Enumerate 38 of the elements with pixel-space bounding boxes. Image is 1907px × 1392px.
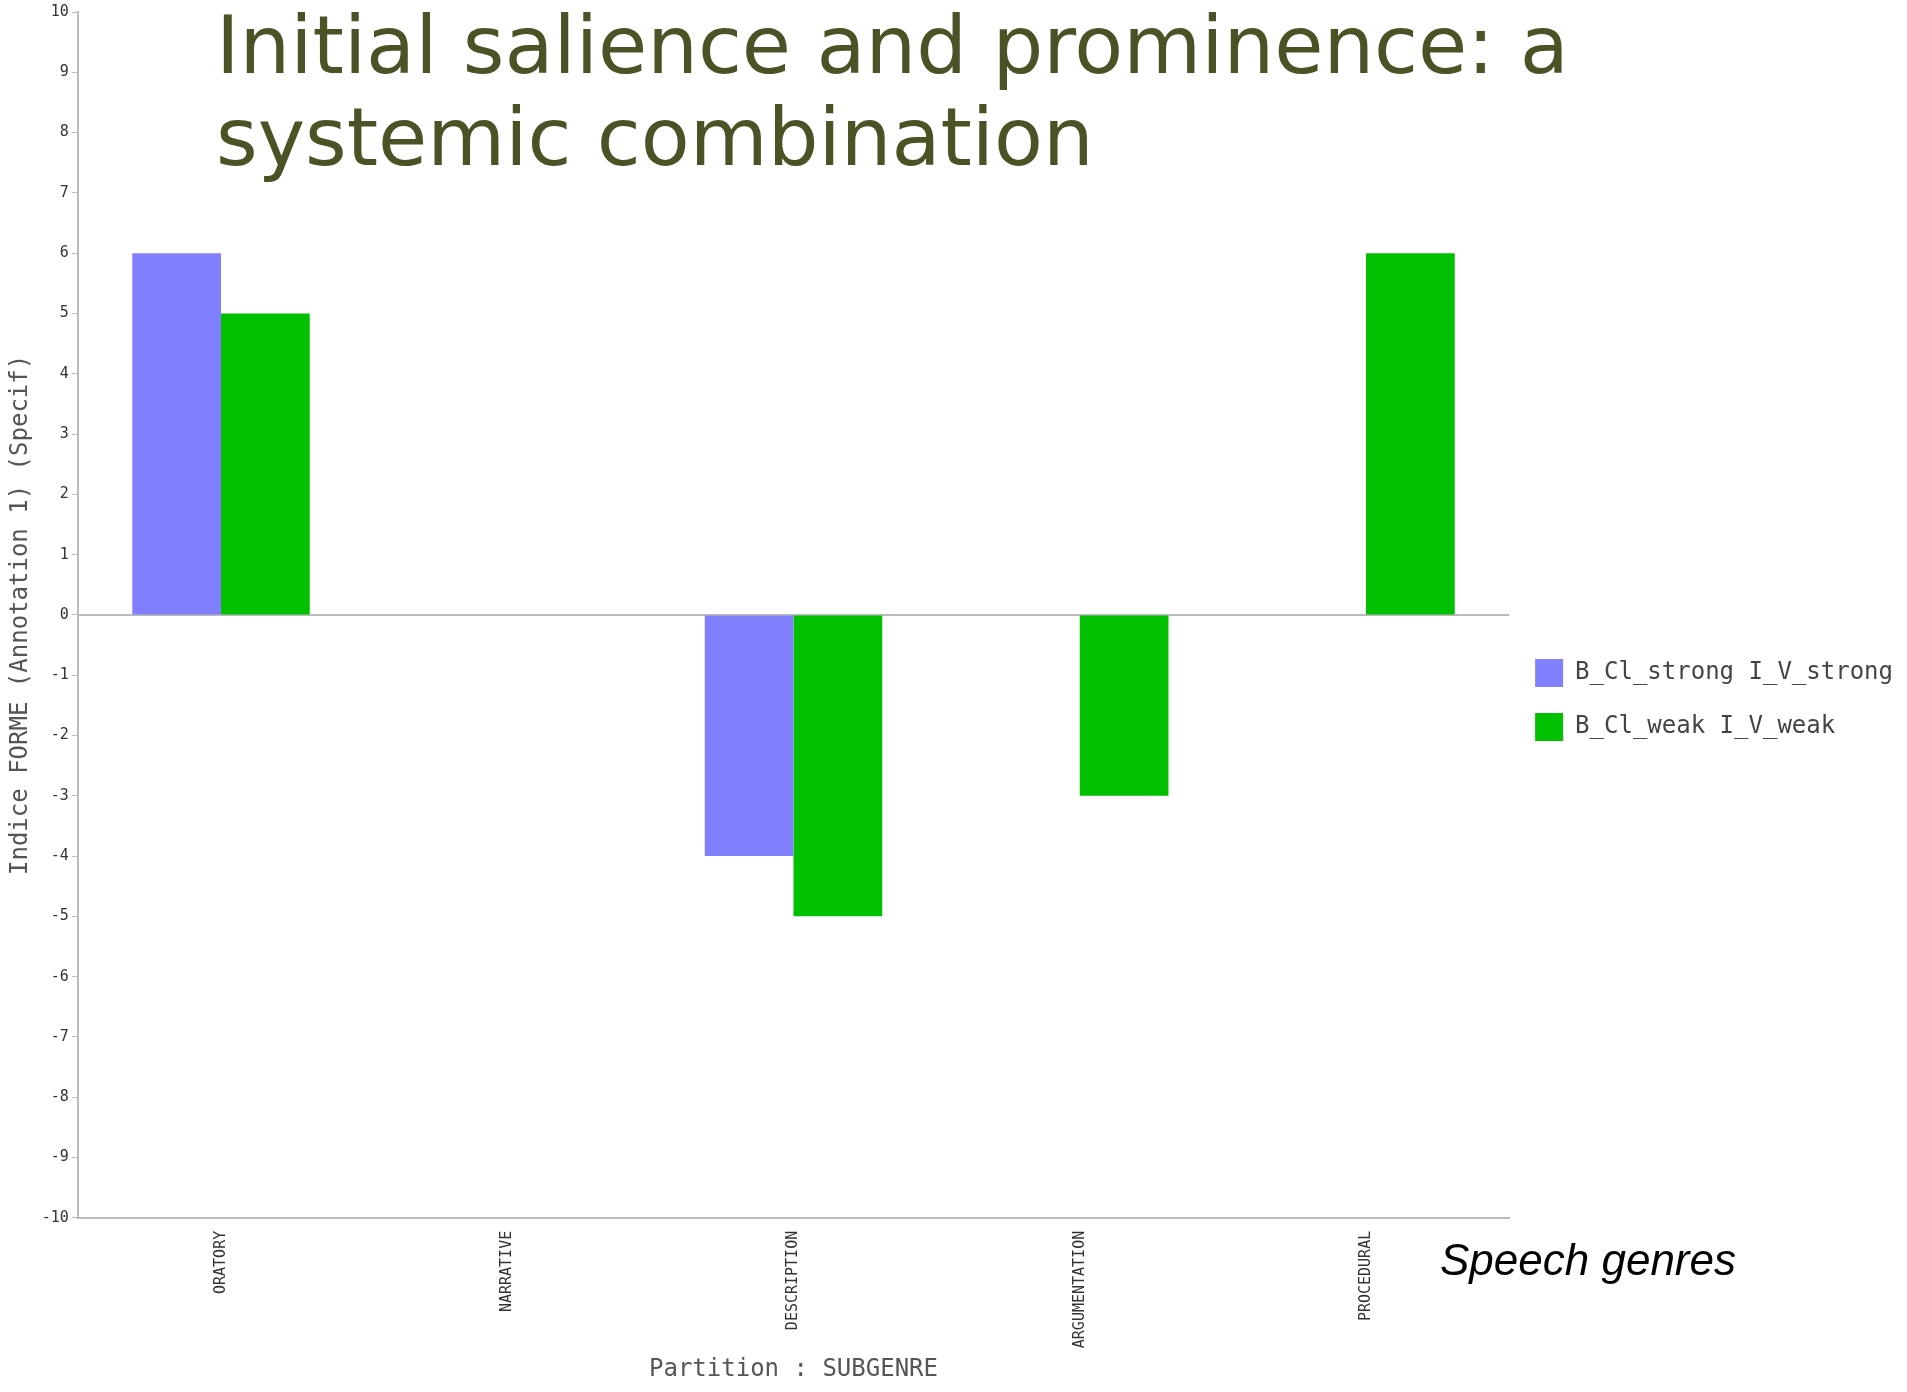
- y-tick-label: 6: [59, 243, 69, 262]
- legend-label: B_Cl_strong I_V_strong: [1575, 657, 1894, 686]
- y-tick-label: -3: [50, 785, 69, 804]
- y-tick-label: -5: [50, 906, 69, 925]
- y-tick-label: 4: [59, 363, 69, 382]
- x-tick-label: NARRATIVE: [497, 1230, 516, 1313]
- y-tick-label: -6: [50, 966, 69, 985]
- y-tick-label: 7: [59, 182, 69, 201]
- x-tick-label: DESCRIPTION: [783, 1230, 802, 1331]
- x-tick-label: PROCEDURAL: [1355, 1230, 1374, 1322]
- bar: [1366, 253, 1455, 615]
- y-tick-label: 0: [59, 604, 69, 623]
- y-tick-label: -1: [50, 665, 69, 684]
- y-tick-label: -7: [50, 1026, 69, 1045]
- bar: [1079, 615, 1169, 796]
- x-tick-label: ARGUMENTATION: [1069, 1230, 1088, 1349]
- bar: [704, 615, 794, 857]
- y-axis-title: Indice FORME (Annotation 1) (Specif): [4, 354, 33, 875]
- bar: [793, 615, 883, 917]
- y-tick-label: 9: [59, 62, 69, 81]
- y-tick-label: -10: [41, 1207, 69, 1226]
- y-tick-label: 3: [59, 423, 69, 442]
- y-tick-label: -8: [50, 1087, 69, 1106]
- y-tick-label: -2: [50, 725, 69, 744]
- y-tick-label: 5: [59, 303, 69, 322]
- bar: [221, 313, 310, 615]
- y-tick-label: -4: [50, 845, 69, 864]
- chart-title: Initial salience and prominence: a systemic combination: [216, 0, 1570, 184]
- y-tick-label: 1: [59, 544, 69, 563]
- y-tick-label: 10: [50, 1, 69, 20]
- x-axis-title: Partition : SUBGENRE: [649, 1353, 938, 1382]
- y-tick-label: 8: [59, 122, 69, 141]
- y-tick-label: -9: [50, 1147, 69, 1166]
- text: Speech genres: [1440, 1235, 1736, 1285]
- x-tick-label: ORATORY: [210, 1230, 229, 1295]
- y-tick-label: 2: [59, 484, 69, 503]
- bar: [132, 253, 222, 615]
- legend-label: B_Cl_weak I_V_weak: [1575, 711, 1836, 740]
